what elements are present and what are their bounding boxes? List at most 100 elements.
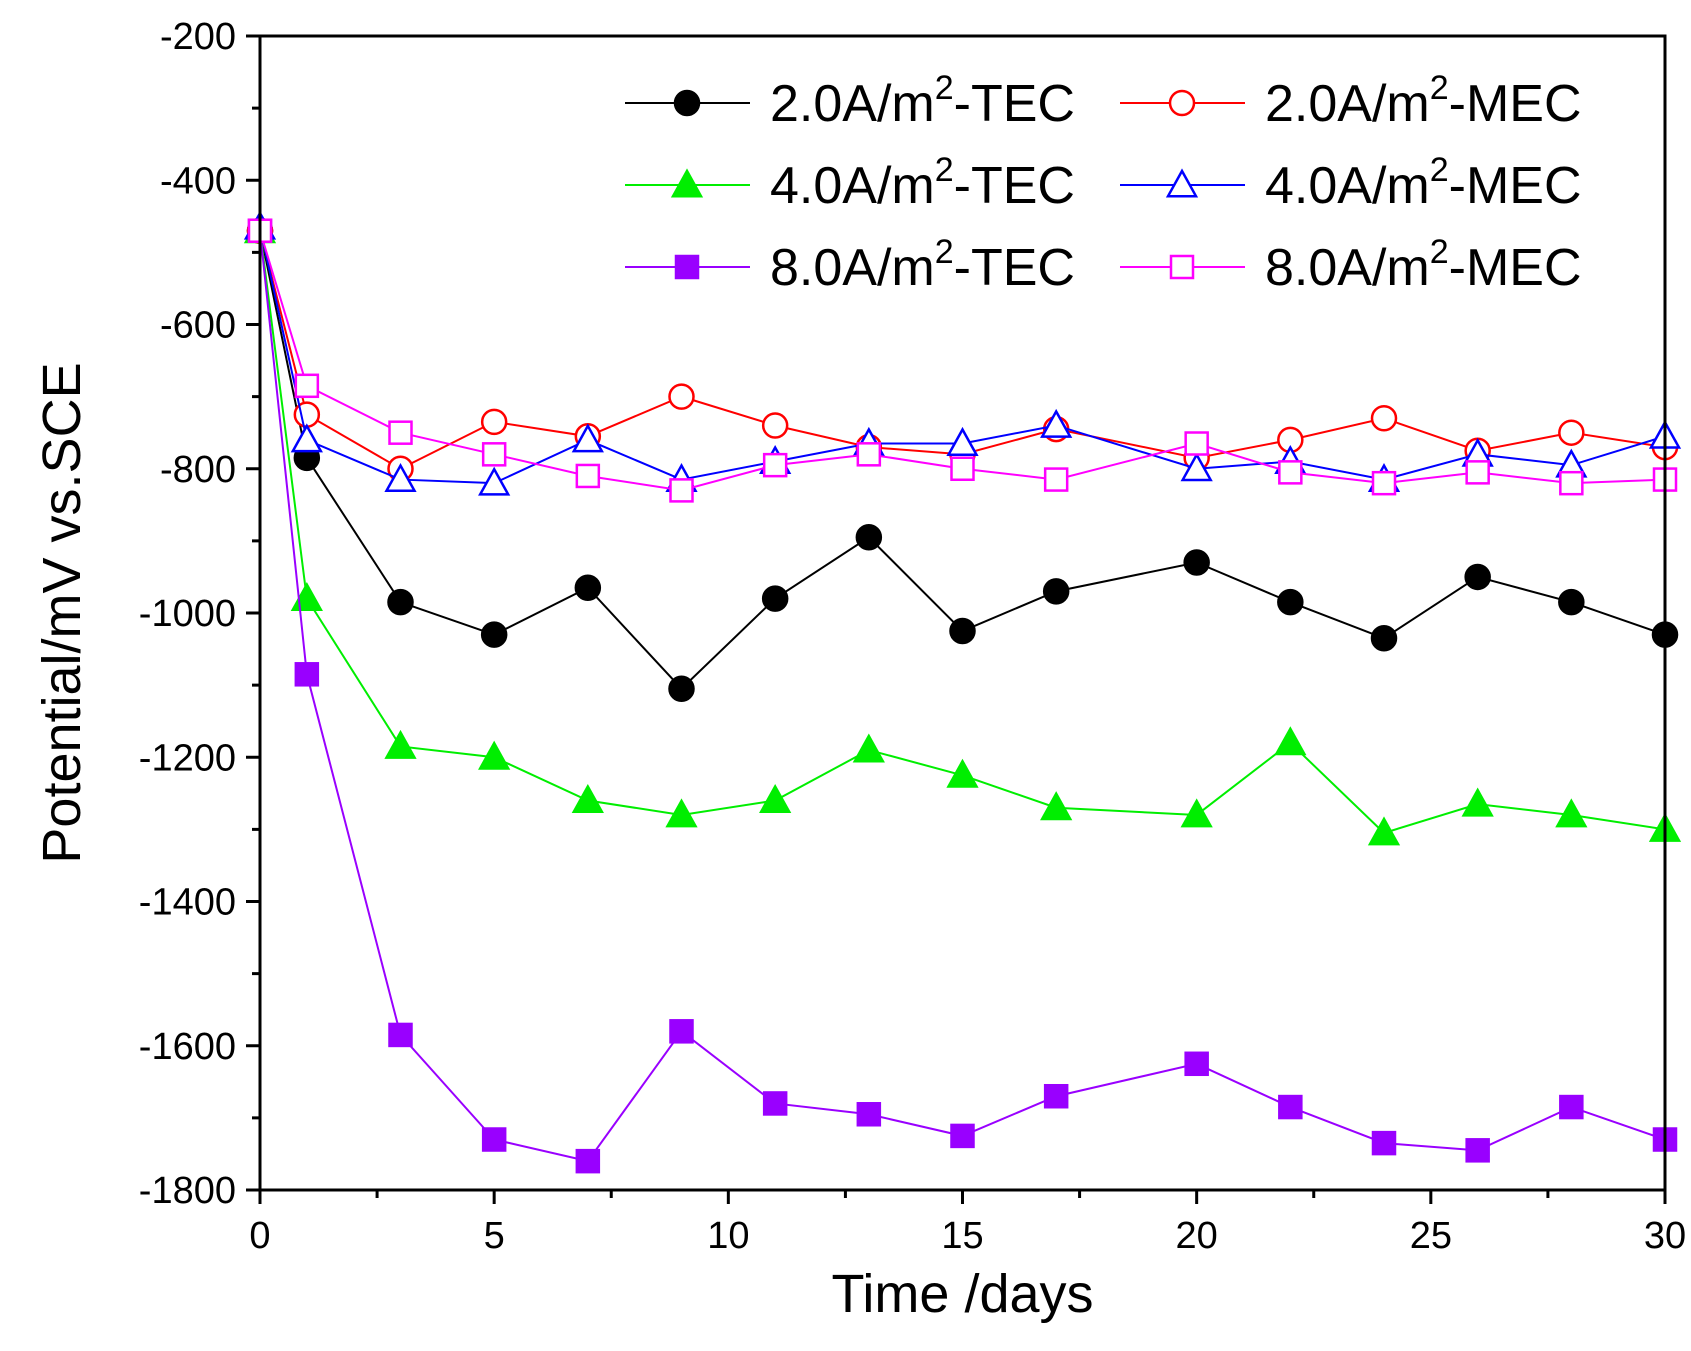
- data-point: [1278, 1094, 1303, 1120]
- legend-marker: [1168, 89, 1196, 117]
- legend-label: 4.0A/m2-TEC: [770, 151, 1075, 215]
- data-point: [1370, 405, 1398, 432]
- y-tick-label: -1800: [139, 1170, 236, 1212]
- y-tick-label: -1600: [139, 1026, 236, 1068]
- x-tick-label: 30: [1644, 1215, 1686, 1257]
- data-point: [481, 1127, 507, 1152]
- x-tick-label: 5: [484, 1215, 505, 1257]
- data-point: [1559, 1094, 1584, 1120]
- data-point: [1558, 419, 1585, 446]
- data-point: [388, 420, 413, 445]
- data-point: [856, 442, 882, 467]
- data-point: [1464, 563, 1491, 591]
- x-axis: 0 5 10 15 20 25 30: [249, 1190, 1686, 1257]
- data-point: [1367, 816, 1401, 846]
- legend-entry: 8.0A/m2-MEC: [1120, 233, 1582, 297]
- series-line: [259, 230, 1666, 492]
- data-point: [1277, 588, 1304, 616]
- legend-entry: 2.0A/m2-MEC: [1120, 69, 1582, 133]
- y-axis: -200 -400 -600 -800 -1000 -1200 -1400 -1600 -180…: [139, 16, 260, 1212]
- data-point: [1555, 798, 1588, 828]
- data-point: [290, 423, 323, 453]
- series-8.0A/m2-MEC: [247, 218, 1678, 503]
- data-point: [575, 463, 601, 489]
- data-point: [1043, 1083, 1069, 1109]
- data-point: [480, 408, 508, 436]
- data-point: [388, 1022, 413, 1048]
- data-point: [481, 442, 507, 467]
- data-point: [1465, 1138, 1490, 1163]
- legend-label: 8.0A/m2-MEC: [1265, 233, 1582, 297]
- y-tick-label: -200: [160, 16, 236, 58]
- data-point: [1042, 578, 1070, 605]
- data-point: [384, 462, 417, 493]
- x-tick-label: 10: [707, 1215, 749, 1257]
- data-point: [1180, 452, 1213, 482]
- series-line: [259, 230, 1666, 1163]
- legend-label: 8.0A/m2-TEC: [770, 233, 1075, 297]
- data-point: [759, 783, 792, 813]
- data-point: [575, 1148, 601, 1174]
- x-tick-label: 20: [1176, 1215, 1218, 1257]
- data-point: [574, 574, 602, 602]
- data-point: [571, 423, 604, 453]
- series-line: [259, 226, 1666, 485]
- legend: 2.0A/m2-TEC 2.0A/m2-MEC 4.0A/m2-TEC 4.0A/m2…: [625, 69, 1582, 297]
- data-point: [1180, 798, 1213, 828]
- y-tick-label: -1000: [139, 593, 236, 635]
- data-point: [950, 1123, 975, 1149]
- data-point: [1043, 467, 1069, 492]
- legend-marker: [674, 254, 700, 280]
- series-line: [259, 230, 1666, 835]
- data-point: [1278, 460, 1303, 485]
- data-point: [478, 740, 511, 770]
- data-point: [665, 798, 698, 828]
- legend-entry: 4.0A/m2-MEC: [1120, 151, 1582, 215]
- data-point: [1465, 460, 1490, 485]
- series-line: [259, 230, 1666, 691]
- data-point: [1461, 787, 1494, 817]
- data-point: [1558, 588, 1585, 616]
- legend-entry: 4.0A/m2-TEC: [625, 151, 1075, 215]
- plot-series: [243, 210, 1682, 1174]
- data-point: [946, 758, 979, 788]
- y-tick-label: -600: [160, 305, 236, 347]
- data-point: [1040, 791, 1073, 821]
- data-point: [761, 585, 789, 612]
- data-point: [1184, 431, 1209, 456]
- x-tick-label: 15: [941, 1215, 983, 1257]
- legend-label: 4.0A/m2-MEC: [1265, 151, 1582, 215]
- data-point: [668, 383, 695, 410]
- data-point: [852, 733, 885, 763]
- data-point: [949, 617, 976, 645]
- x-axis-title: Time /days: [831, 1264, 1093, 1324]
- data-point: [1371, 470, 1397, 496]
- y-tick-label: -800: [160, 449, 236, 491]
- y-tick-label: -1400: [139, 882, 236, 924]
- data-point: [946, 426, 979, 456]
- data-point: [480, 621, 508, 648]
- legend-marker: [670, 168, 704, 198]
- legend-entry: 2.0A/m2-TEC: [625, 69, 1075, 133]
- legend-entry: 8.0A/m2-TEC: [625, 233, 1075, 297]
- data-point: [668, 675, 695, 702]
- data-point: [294, 662, 320, 687]
- data-point: [1371, 1130, 1397, 1156]
- data-point: [384, 729, 417, 759]
- data-point: [294, 373, 320, 399]
- data-point: [856, 1102, 882, 1127]
- legend-label: 2.0A/m2-TEC: [770, 69, 1075, 133]
- data-point: [761, 412, 789, 439]
- legend-label: 2.0A/m2-MEC: [1265, 69, 1582, 133]
- data-point: [1274, 726, 1307, 756]
- x-tick-label: 25: [1410, 1215, 1452, 1257]
- data-point: [387, 588, 414, 616]
- data-point: [478, 466, 511, 496]
- data-point: [1370, 624, 1398, 652]
- data-point: [1040, 408, 1073, 438]
- data-point: [669, 478, 694, 503]
- legend-marker: [1169, 254, 1195, 280]
- x-tick-label: 0: [249, 1215, 270, 1257]
